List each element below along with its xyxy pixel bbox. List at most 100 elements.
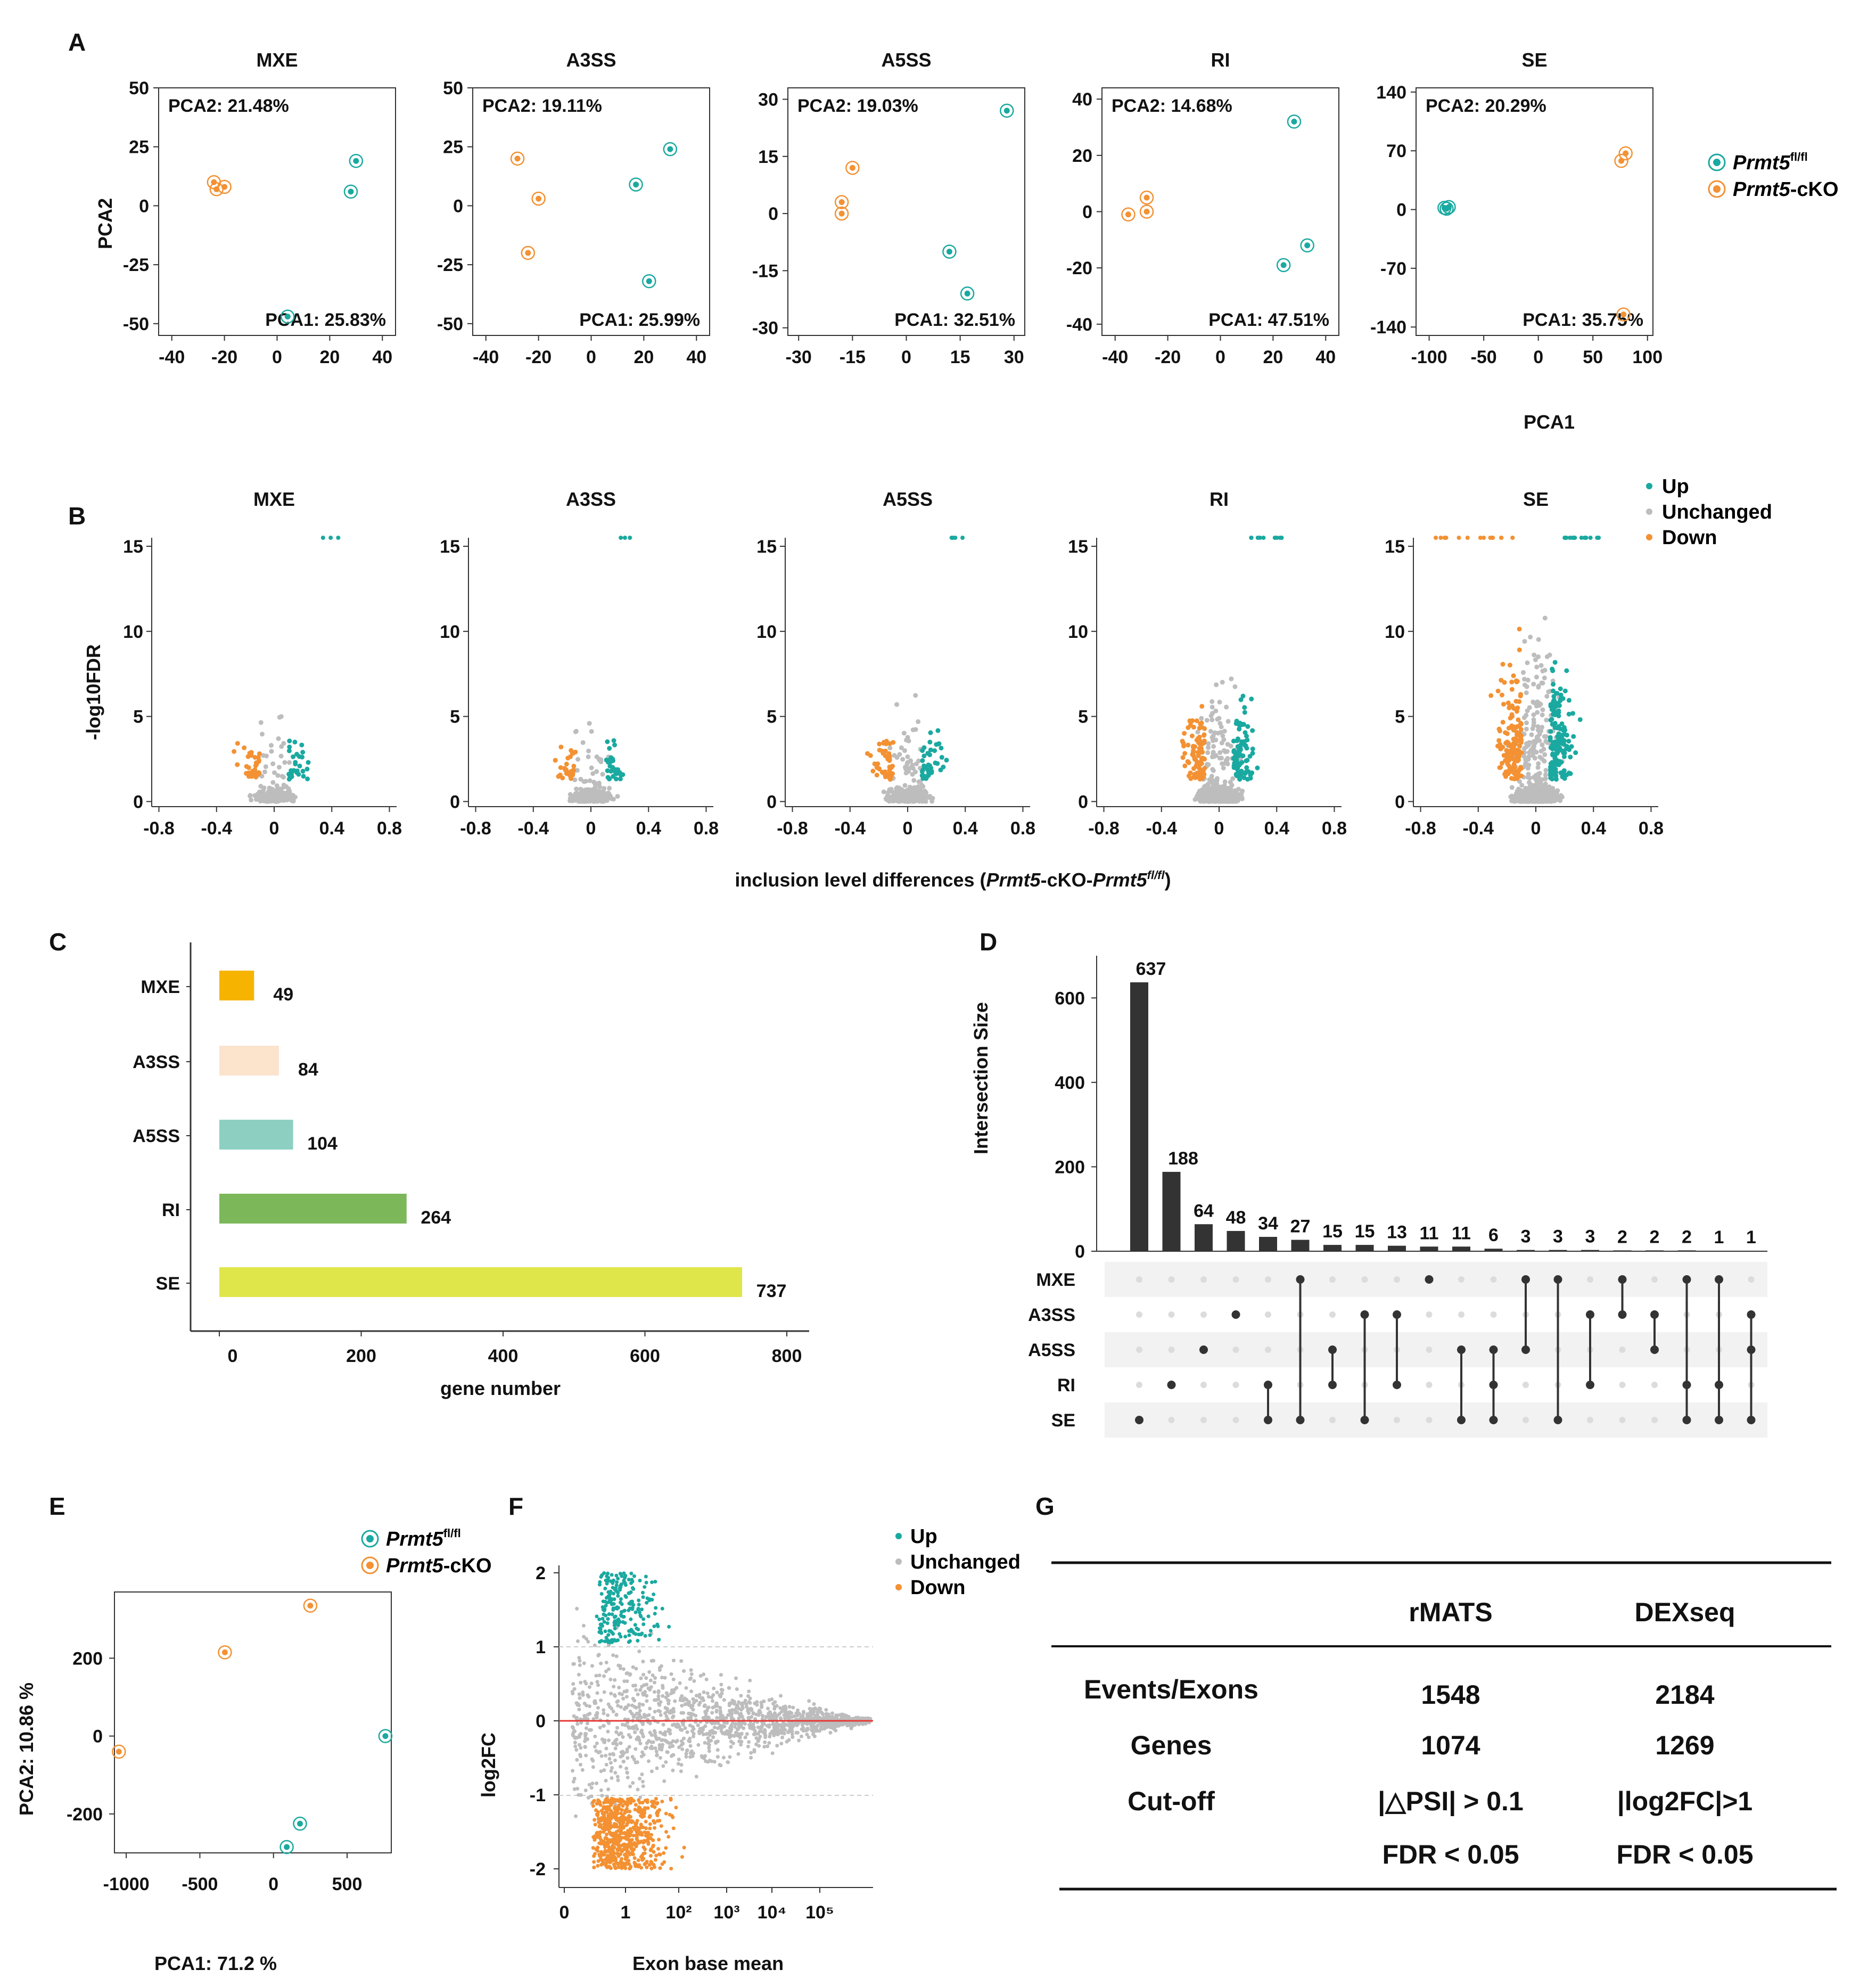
volcano-point-unchanged-1-84: [572, 777, 578, 783]
volcano-point-unchanged-0-140: [279, 744, 284, 749]
upset-dot-1-a3ss: [1168, 1311, 1175, 1318]
upset-set-label-mxe: MXE: [1036, 1270, 1075, 1290]
volcano-point-up-0-24: [291, 768, 297, 773]
ma-point-unchanged-556: [637, 1649, 641, 1654]
ma-point-unchanged-181: [633, 1730, 637, 1734]
volcano-title-4: SE: [1523, 488, 1549, 510]
pca-point-ring-wt-3-0: [1287, 114, 1302, 129]
pca-xtick-label-3-0: -40: [1102, 347, 1128, 367]
upset-dot-2-a5ss: [1199, 1345, 1208, 1354]
upset-bar-7: [1355, 1245, 1374, 1251]
pca-point-ring-ko-3-2: [1121, 207, 1136, 222]
upset-bar-value-9: 11: [1420, 1223, 1439, 1243]
ma-point-unchanged-401: [735, 1687, 739, 1692]
upset-dot-15-ri: [1619, 1382, 1626, 1388]
pca-point-ring-ko-1-2: [521, 245, 536, 260]
volcano-point-up-2-22: [939, 754, 944, 760]
volcano-point-unchanged-2-322: [908, 758, 914, 764]
volcano-point-unchanged-3-742: [1211, 733, 1216, 738]
volcano-point-up-1-13: [607, 746, 612, 751]
volcano-point-unchanged-2-358: [915, 790, 920, 795]
volcano-point-down-0-22: [232, 749, 237, 754]
volcano-point-unchanged-2-354: [908, 798, 914, 803]
volcano-point-unchanged-3-665: [1225, 756, 1230, 761]
volcano-point-up-3-42: [1240, 753, 1246, 759]
volcano-point-down-4-139: [1504, 731, 1510, 736]
pca-ytick-label-3-4: -40: [1066, 315, 1092, 335]
volcano-point-unchanged-3-490: [1214, 682, 1219, 687]
volcano-cap-up-3-7: [1279, 536, 1284, 540]
volcano-point-up-3-69: [1238, 697, 1244, 702]
volcano-cap-up-3-6: [1249, 536, 1254, 540]
volcano-xtick-label-1-4: 0.8: [694, 818, 719, 839]
panel-e-ylabel: PCA2: 10.86 %: [15, 1682, 37, 1816]
volcano-point-unchanged-1-192: [574, 792, 579, 798]
upset-bar-2: [1195, 1224, 1213, 1251]
volcano-point-unchanged-3-315: [1206, 745, 1211, 750]
volcano-xtick-label-2-0: -0.8: [777, 818, 808, 839]
volcano-point-unchanged-0-239: [287, 791, 292, 796]
upset-dot-10-a3ss: [1458, 1311, 1464, 1318]
ma-point-unchanged-219: [588, 1704, 592, 1709]
volcano-point-unchanged-2-244: [927, 795, 932, 800]
volcano-ytick-label-3-0: 15: [1068, 537, 1088, 557]
ma-point-unchanged-202: [685, 1730, 689, 1734]
ma-point-unchanged-632: [574, 1716, 579, 1720]
volcano-ytick-label-3-3: 0: [1078, 792, 1088, 812]
volcano-point-up-3-37: [1250, 728, 1255, 733]
volcano-point-unchanged-0-190: [261, 788, 266, 793]
volcano-point-unchanged-2-295: [919, 789, 924, 794]
volcano-ytick-label-0-1: 10: [123, 622, 143, 642]
ma-point-unchanged-510: [628, 1784, 632, 1788]
volcano-point-unchanged-1-226: [570, 798, 575, 803]
volcano-point-up-2-36: [926, 769, 932, 775]
volcano-point-up-4-127: [1558, 686, 1563, 692]
volcano-point-up-1-29: [618, 776, 623, 782]
volcano-point-up-3-39: [1244, 765, 1249, 770]
ma-point-unchanged-363: [638, 1688, 643, 1692]
panel-a-xlabel: PCA1: [1524, 411, 1575, 433]
pca-xtick-label-4-4: 100: [1632, 347, 1663, 367]
upset-bar-3: [1227, 1230, 1245, 1251]
volcano-ytick-label-0-2: 5: [133, 707, 143, 727]
volcano-point-down-4-126: [1496, 726, 1502, 732]
volcano-xtick-label-3-3: 0.4: [1264, 818, 1289, 839]
volcano-point-down-0-16: [252, 754, 258, 760]
volcano-point-unchanged-3-672: [1206, 762, 1211, 767]
pca-frame-1: [472, 87, 710, 336]
pca-xtick-label-4-1: -50: [1471, 347, 1497, 367]
volcano-point-up-4-147: [1554, 701, 1560, 706]
upset-dot-16-se: [1651, 1417, 1658, 1423]
ma-point-unchanged-411: [664, 1691, 669, 1695]
upset-bar-value-14: 3: [1585, 1227, 1595, 1247]
pca-point-ko-3-0: [1143, 194, 1150, 201]
upset-bar-13: [1549, 1250, 1567, 1251]
pca-xtick-label-4-2: 0: [1533, 347, 1543, 367]
volcano-point-down-3-17: [1199, 720, 1204, 726]
pca-point-ring-wt-2-0: [1000, 103, 1014, 118]
pca-xtick-label-0-2: 0: [272, 347, 282, 367]
pca-e-point-ko-1: [221, 1649, 228, 1655]
pca-point-ko-2-0: [849, 165, 855, 171]
ma-point-unchanged-498: [641, 1735, 645, 1739]
pca-e-ytick-label-1: 0: [93, 1727, 103, 1747]
volcano-point-down-2-9: [874, 773, 879, 778]
volcano-point-unchanged-4-280: [1524, 720, 1529, 726]
ma-point-unchanged-28: [615, 1775, 620, 1779]
panel-a-ylabel: PCA2: [94, 198, 116, 249]
pca-title-4: SE: [1521, 49, 1547, 71]
volcano-point-unchanged-4-1283: [1515, 794, 1520, 800]
volcano-point-unchanged-0-249: [276, 790, 281, 795]
ma-point-unchanged-346: [648, 1678, 653, 1682]
ma-point-unchanged-563: [766, 1744, 770, 1749]
upset-bar-10: [1452, 1246, 1470, 1251]
ma-point-unchanged-84: [604, 1660, 608, 1664]
upset-dot-3-a5ss: [1232, 1347, 1239, 1353]
volcano-point-unchanged-3-336: [1211, 744, 1216, 749]
ma-point-unchanged-286: [662, 1779, 667, 1783]
volcano-point-down-2-21: [888, 765, 894, 770]
ma-point-unchanged-135: [678, 1681, 682, 1685]
volcano-point-unchanged-3-616: [1209, 699, 1215, 704]
volcano-point-up-4-142: [1553, 773, 1558, 778]
